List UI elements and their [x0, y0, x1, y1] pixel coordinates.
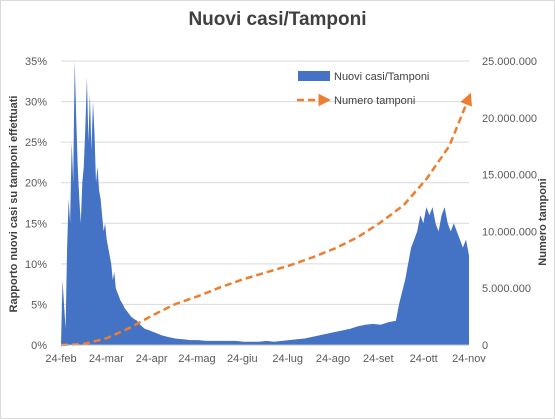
legend-label-nuovi-casi: Nuovi casi/Tamponi	[334, 71, 429, 83]
x-tick-label: 24-feb	[45, 353, 76, 365]
x-tick-label: 24-ott	[410, 353, 438, 365]
axis-ticks-group: 0% 5% 10% 15% 20% 25% 30% 35% 0 5.000.000 10.000.0…	[25, 56, 537, 365]
x-tick-label: 24-apr	[136, 353, 168, 365]
y-right-tick-label: 15.000.000	[482, 170, 537, 182]
legend-swatch-area	[298, 71, 330, 81]
y-right-tick-label: 20.000.000	[482, 113, 537, 125]
chart-title: Nuovi casi/Tamponi	[188, 9, 367, 30]
y-left-tick-label: 30%	[25, 97, 47, 109]
series-area-nuovi-casi	[61, 61, 469, 345]
y-left-tick-label: 10%	[25, 259, 47, 271]
series-line-group	[60, 92, 472, 347]
series-area-group	[61, 61, 469, 345]
x-tick-label: 24-set	[363, 353, 394, 365]
x-tick-label: 24-giu	[227, 353, 258, 365]
x-tick-label: 24-nov	[452, 353, 486, 365]
series-line-numero-tamponi	[60, 92, 472, 347]
y-left-tick-label: 15%	[25, 218, 47, 230]
y-left-tick-label: 35%	[25, 56, 47, 68]
x-tick-label: 24-lug	[272, 353, 303, 365]
y-left-tick-label: 20%	[25, 178, 47, 190]
y-right-tick-label: 0	[482, 340, 488, 352]
y-left-tick-label: 0%	[31, 340, 47, 352]
gridlines	[61, 60, 469, 346]
y-right-tick-label: 5.000.000	[482, 283, 531, 295]
x-tick-label: 24-ago	[316, 353, 350, 365]
legend-label-numero-tamponi: Numero tamponi	[334, 95, 415, 107]
x-tick-label: 24-mag	[178, 353, 215, 365]
y-left-tick-label: 25%	[25, 137, 47, 149]
y-left-tick-label: 5%	[31, 299, 47, 311]
y-right-tick-label: 25.000.000	[482, 56, 537, 68]
legend: Nuovi casi/Tamponi Numero tamponi	[297, 71, 429, 107]
y-right-tick-label: 10.000.000	[482, 226, 537, 238]
x-tick-label: 24-mar	[89, 353, 124, 365]
